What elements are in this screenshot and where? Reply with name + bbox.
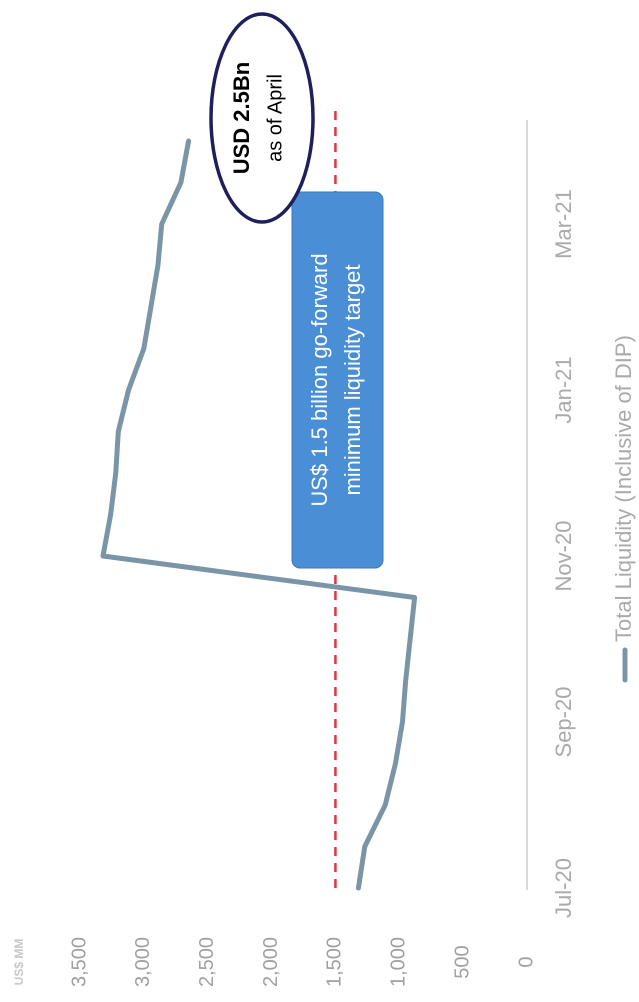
y-tick-label: 3,000 bbox=[132, 937, 154, 987]
annotation-oval bbox=[209, 12, 315, 224]
x-tick-label: Jan-21 bbox=[551, 356, 576, 423]
y-tick-label: 1,500 bbox=[324, 937, 346, 987]
y-tick-label: 3,500 bbox=[68, 937, 90, 987]
x-tick-label: Sep-20 bbox=[551, 687, 576, 758]
annotation-text: minimum liquidity target bbox=[340, 264, 365, 495]
rotated-plot: US$ MM 0 500 1,000 1,500 2,000 2,500 3,000 3,500… bbox=[12, 12, 636, 987]
y-tick-label: 2,000 bbox=[260, 937, 282, 987]
x-tick-label: Mar-21 bbox=[551, 189, 576, 259]
y-tick-label: 0 bbox=[515, 956, 537, 967]
y-tick-label: 500 bbox=[451, 945, 473, 978]
y-tick-label: 2,500 bbox=[196, 937, 218, 987]
x-tick-label: Jul-20 bbox=[551, 858, 576, 918]
y-axis-title: US$ MM bbox=[12, 939, 26, 986]
legend-label: Total Liquidity (Inclusive of DIP) bbox=[611, 335, 636, 642]
annotation-text: as of April bbox=[264, 74, 286, 162]
y-tick-label: 1,000 bbox=[388, 937, 410, 987]
annotation-text: USD 2.5Bn bbox=[229, 62, 254, 174]
x-tick-label: Nov-20 bbox=[551, 521, 576, 592]
annotation-text: US$ 1.5 billion go-forward bbox=[307, 253, 332, 506]
annotation-box bbox=[291, 191, 384, 569]
series-line bbox=[100, 138, 418, 891]
